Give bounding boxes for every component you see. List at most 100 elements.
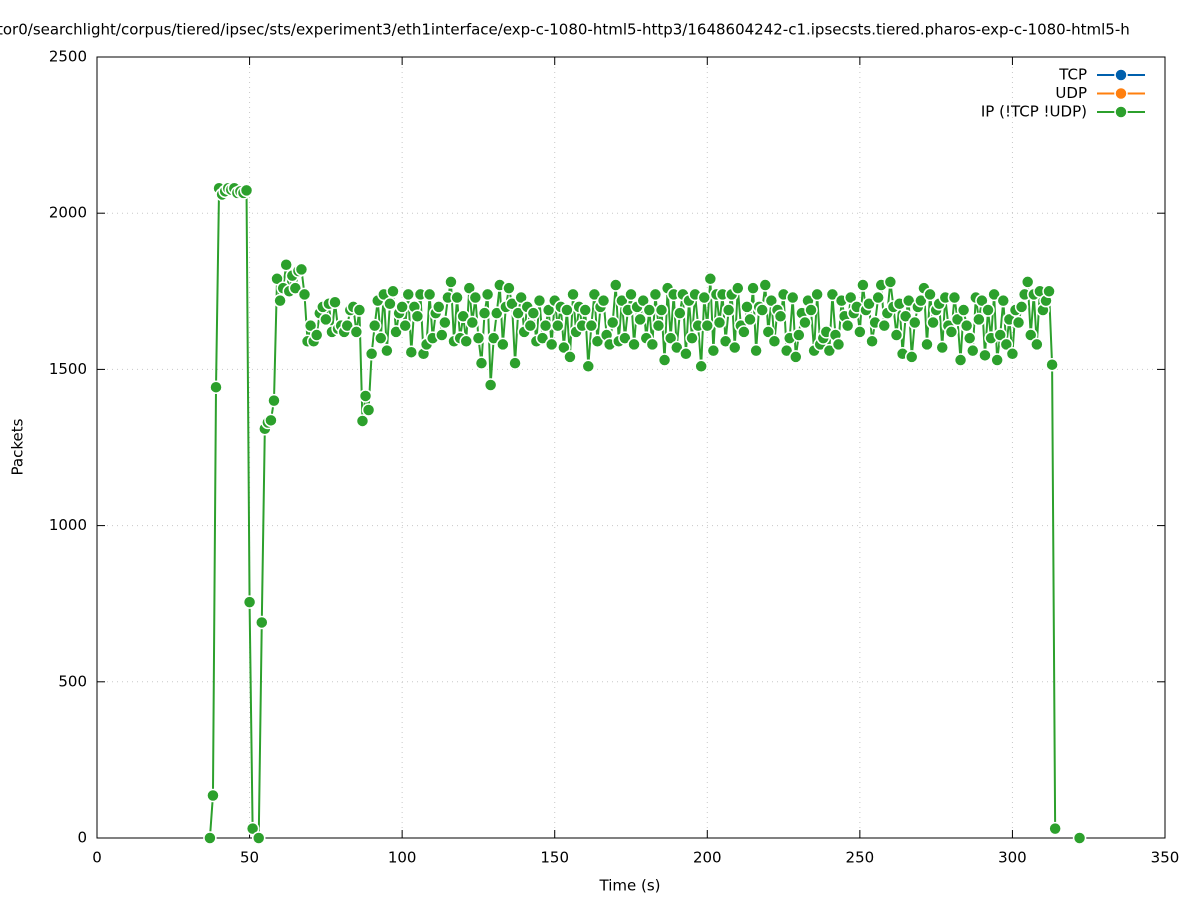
data-point: [395, 300, 409, 314]
data-point: [355, 414, 370, 428]
data-point: [279, 257, 293, 272]
data-point: [297, 287, 312, 302]
data-point: [242, 595, 257, 609]
y-tick-label: 1000: [49, 516, 87, 534]
data-point: [486, 331, 501, 345]
data-point: [526, 306, 541, 320]
data-point: [1030, 337, 1044, 352]
plot-border: [96, 56, 1166, 839]
data-point: [374, 331, 388, 345]
data-point: [923, 287, 937, 302]
data-point: [471, 331, 486, 345]
data-point: [1042, 284, 1056, 299]
data-point: [746, 281, 760, 295]
data-point: [496, 337, 510, 352]
y-tick-label: 2000: [49, 204, 87, 222]
data-point: [950, 312, 965, 327]
data-point: [294, 262, 309, 277]
data-point: [843, 290, 858, 305]
data-point: [563, 350, 577, 364]
data-point: [764, 293, 779, 308]
data-point: [755, 303, 769, 317]
data-point: [840, 318, 855, 333]
data-point: [401, 287, 415, 302]
data-point: [749, 343, 763, 358]
data-point: [267, 393, 281, 408]
data-point: [908, 315, 922, 330]
data-point: [959, 318, 974, 333]
data-point: [459, 334, 473, 349]
data-point: [273, 293, 287, 308]
data-point: [810, 287, 824, 302]
x-tick-label: 150: [540, 849, 569, 867]
data-point: [367, 318, 382, 333]
legend-label: TCP: [1058, 66, 1087, 84]
data-point: [904, 350, 919, 364]
y-axis-label: Packets: [9, 418, 27, 475]
data-point: [581, 359, 596, 374]
data-point: [871, 290, 885, 305]
data-point: [450, 290, 464, 305]
data-point: [627, 337, 641, 352]
data-point: [944, 325, 959, 339]
data-point: [270, 272, 284, 286]
data-point: [761, 325, 776, 339]
data-point: [1020, 275, 1035, 289]
data-point: [404, 345, 419, 359]
data-point: [663, 331, 678, 345]
data-point: [435, 328, 449, 342]
data-point: [206, 788, 220, 803]
data-point: [596, 293, 611, 308]
data-point: [865, 334, 879, 349]
data-point: [328, 295, 342, 309]
data-point: [508, 356, 522, 370]
data-point: [551, 318, 565, 333]
x-tick-label: 300: [998, 849, 1027, 867]
chart-title: tor0/searchlight/corpus/tiered/ipsec/sts…: [0, 21, 1130, 39]
data-point: [740, 300, 754, 314]
data-point: [758, 278, 773, 292]
data-point: [566, 287, 580, 302]
data-point: [883, 275, 898, 289]
data-point: [462, 281, 477, 295]
data-point: [889, 328, 904, 342]
x-tick-label: 250: [846, 849, 875, 867]
data-point: [605, 315, 620, 330]
data-point: [538, 318, 553, 333]
x-tick-label: 0: [92, 849, 102, 867]
legend-marker: [1114, 86, 1128, 101]
data-point: [535, 331, 550, 345]
data-point: [978, 348, 992, 363]
data-point: [636, 293, 650, 308]
data-point: [926, 315, 940, 330]
data-point: [438, 315, 452, 330]
data-point: [615, 293, 629, 308]
x-axis-label: Time (s): [599, 877, 661, 895]
data-point: [422, 287, 437, 302]
data-point: [532, 293, 547, 308]
data-point: [309, 328, 324, 342]
data-point: [645, 337, 660, 352]
data-point: [432, 300, 446, 314]
data-point: [380, 343, 394, 358]
y-tick-label: 1500: [49, 360, 87, 378]
data-point: [877, 318, 892, 333]
data-point: [990, 353, 1004, 367]
data-point: [456, 309, 470, 324]
legend-marker: [1114, 68, 1128, 82]
y-tick-label: 0: [77, 829, 87, 847]
data-point: [700, 318, 715, 333]
data-point: [477, 306, 492, 320]
data-point: [578, 303, 592, 317]
data-point: [584, 318, 599, 333]
data-point: [706, 343, 721, 358]
data-point: [767, 334, 782, 349]
data-point: [483, 378, 498, 392]
data-point: [608, 278, 623, 292]
data-point: [792, 328, 806, 342]
data-point: [511, 306, 525, 320]
data-point: [386, 284, 400, 299]
data-point: [953, 353, 968, 367]
